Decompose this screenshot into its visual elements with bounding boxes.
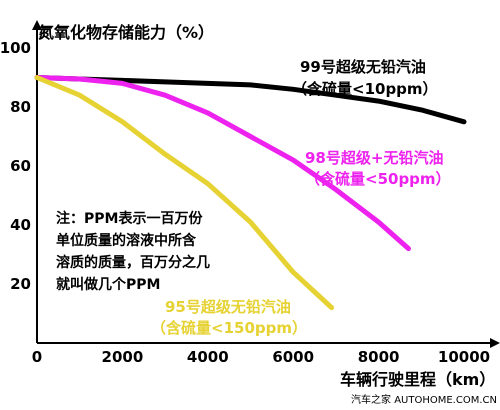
series-98-line [34,75,411,252]
y-tick-60: 60 [10,157,31,175]
y-axis-label: 氮氧化物存储能力（%） [38,23,214,42]
x-tick-4000: 4000 [187,348,229,366]
x-tick-6000: 6000 [272,348,314,366]
y-tick-40: 40 [10,216,31,234]
x-axis-label: 车辆行驶里程（km） [340,370,495,389]
y-tick-100: 100 [0,39,31,57]
note-line-2: 单位质量的溶液中所含 [56,232,197,249]
legend-98: 98号超级+无铅汽油 （含硫量<50ppm） [305,149,451,188]
y-tick-80: 80 [10,98,31,116]
x-tick-10000: 10000 [438,348,490,366]
legend-95-line2: （含硫量<150ppm） [151,319,307,337]
series-lines [34,75,467,311]
note-line-4: 就叫做几个PPM [56,276,160,293]
x-tick-2000: 2000 [102,348,144,366]
legend-99: 99号超级无铅汽油 （含硫量<10ppm） [292,58,438,98]
x-tick-8000: 8000 [358,348,400,366]
legend-95: 95号超级无铅汽油 （含硫量<150ppm） [151,298,307,337]
note-line-1: 注：PPM表示一百万份 [56,210,203,227]
y-tick-20: 20 [10,275,31,293]
legend-99-line2: （含硫量<10ppm） [292,80,438,98]
legend-95-line1: 95号超级无铅汽油 [165,298,291,316]
legend-98-line1: 98号超级+无铅汽油 [305,149,443,167]
legend-98-line2: （含硫量<50ppm） [305,170,451,188]
note-block: 注：PPM表示一百万份 单位质量的溶液中所含 溶质的质量，百万分之几 就叫做几个… [56,210,210,293]
note-line-3: 溶质的质量，百万分之几 [56,254,210,271]
y-axis-arrow [32,20,42,30]
watermark: 汽车之家 AUTOHOME.COM.CN [351,393,497,406]
x-tick-labels: 0 2000 4000 6000 8000 10000 [32,348,490,366]
y-tick-labels: 100 80 60 40 20 [0,39,31,293]
x-axis-arrow [490,338,500,348]
x-tick-0: 0 [32,348,42,366]
legend-99-line1: 99号超级无铅汽油 [300,58,426,76]
series-95-line [34,75,335,311]
